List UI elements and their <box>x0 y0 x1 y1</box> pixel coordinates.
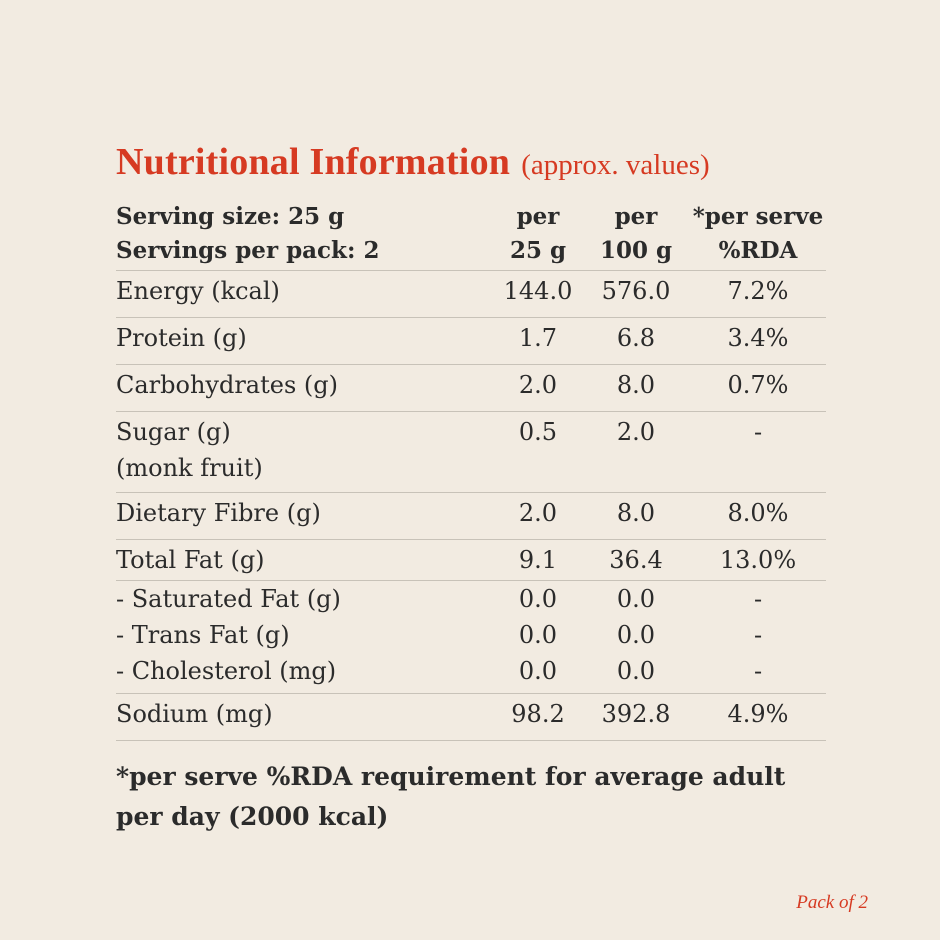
nutrition-panel: Nutritional Information (approx. values)… <box>116 140 826 837</box>
row-per-25g: 0.0 <box>518 585 558 613</box>
row-label: - Cholesterol (mg) <box>116 657 337 685</box>
header-per-25g: per 25 g <box>494 200 582 270</box>
header-rda: *per serve %RDA <box>690 200 826 270</box>
row-per-100g: 8.0 <box>616 371 656 399</box>
row-per-100g: 2.0 <box>616 418 656 446</box>
page-title: Nutritional Information <box>116 141 511 183</box>
row-per-100g: 0.0 <box>616 657 656 685</box>
divider <box>116 580 826 581</box>
row-rda: 0.7% <box>727 371 789 399</box>
serving-info: Serving size: 25 g Servings per pack: 2 <box>116 200 494 270</box>
pack-label: Pack of 2 <box>796 892 868 913</box>
row-label: Sodium (mg) <box>116 700 273 728</box>
row-per-25g: 1.7 <box>518 324 558 352</box>
row-per-100g: 0.0 <box>616 621 656 649</box>
row-per-25g: 144.0 <box>503 277 573 305</box>
table-row: - Trans Fat (g) 0.0 0.0 - <box>116 617 826 653</box>
divider <box>116 411 826 412</box>
row-rda: - <box>753 657 763 685</box>
page-subtitle: (approx. values) <box>521 149 710 181</box>
header-per-100g: per 100 g <box>582 200 690 270</box>
servings-per-pack: Servings per pack: 2 <box>116 237 380 264</box>
table-row: Total Fat (g) 9.1 36.4 13.0% <box>116 540 826 580</box>
row-label: Total Fat (g) <box>116 546 265 574</box>
serving-size: Serving size: 25 g <box>116 203 345 230</box>
divider <box>116 270 826 271</box>
row-label: - Saturated Fat (g) <box>116 585 341 613</box>
header-per-25g-line1: per <box>516 203 560 230</box>
divider <box>116 364 826 365</box>
row-label: Carbohydrates (g) <box>116 371 338 399</box>
table-row: Protein (g) 1.7 6.8 3.4% <box>116 318 826 364</box>
divider <box>116 693 826 694</box>
table-row: Sugar (g) (monk fruit) 0.5 2.0 - <box>116 412 826 492</box>
table-row: Dietary Fibre (g) 2.0 8.0 8.0% <box>116 493 826 539</box>
row-rda: 3.4% <box>727 324 789 352</box>
table-row: Energy (kcal) 144.0 576.0 7.2% <box>116 271 826 317</box>
header-per-100g-line2: 100 g <box>599 237 673 264</box>
row-per-25g: 0.0 <box>518 657 558 685</box>
header-rda-line2: %RDA <box>718 237 798 264</box>
divider <box>116 492 826 493</box>
table-header: Serving size: 25 g Servings per pack: 2 … <box>116 200 826 270</box>
row-per-100g: 392.8 <box>601 700 671 728</box>
row-label: Energy (kcal) <box>116 277 280 305</box>
table-row: Sodium (mg) 98.2 392.8 4.9% <box>116 694 826 740</box>
table-row: - Cholesterol (mg) 0.0 0.0 - <box>116 653 826 689</box>
row-per-100g: 576.0 <box>601 277 671 305</box>
row-per-25g: 2.0 <box>518 499 558 527</box>
row-per-100g: 8.0 <box>616 499 656 527</box>
header-per-25g-line2: 25 g <box>509 237 567 264</box>
row-per-25g: 9.1 <box>518 546 558 574</box>
row-label: Protein (g) <box>116 324 247 352</box>
header-rda-line1: *per serve <box>692 203 824 230</box>
footnote-line2: per day (2000 kcal) <box>116 802 389 831</box>
row-label: - Trans Fat (g) <box>116 621 290 649</box>
fat-breakdown: - Saturated Fat (g) 0.0 0.0 - - Trans Fa… <box>116 581 826 693</box>
divider <box>116 317 826 318</box>
row-per-100g: 0.0 <box>616 585 656 613</box>
title-row: Nutritional Information (approx. values) <box>116 140 826 196</box>
row-rda: 8.0% <box>727 499 789 527</box>
row-label: Sugar (g) (monk fruit) <box>116 414 494 492</box>
row-per-25g: 2.0 <box>518 371 558 399</box>
row-rda: 4.9% <box>727 700 789 728</box>
rda-footnote: *per serve %RDA requirement for average … <box>116 757 826 837</box>
row-label-line1: Sugar (g) <box>116 418 231 446</box>
row-rda: 7.2% <box>727 277 789 305</box>
header-per-100g-line1: per <box>614 203 658 230</box>
row-per-25g: 0.0 <box>518 621 558 649</box>
footnote-line1: *per serve %RDA requirement for average … <box>116 762 786 791</box>
row-per-25g: 0.5 <box>518 418 558 446</box>
row-per-100g: 6.8 <box>616 324 656 352</box>
table-row: Carbohydrates (g) 2.0 8.0 0.7% <box>116 365 826 411</box>
row-rda: - <box>753 418 763 446</box>
row-per-100g: 36.4 <box>609 546 663 574</box>
row-rda: 13.0% <box>719 546 797 574</box>
row-rda: - <box>753 621 763 649</box>
divider <box>116 539 826 540</box>
row-rda: - <box>753 585 763 613</box>
divider <box>116 740 826 741</box>
table-row: - Saturated Fat (g) 0.0 0.0 - <box>116 581 826 617</box>
row-label-line2: (monk fruit) <box>116 454 263 482</box>
row-per-25g: 98.2 <box>511 700 565 728</box>
row-label: Dietary Fibre (g) <box>116 499 321 527</box>
